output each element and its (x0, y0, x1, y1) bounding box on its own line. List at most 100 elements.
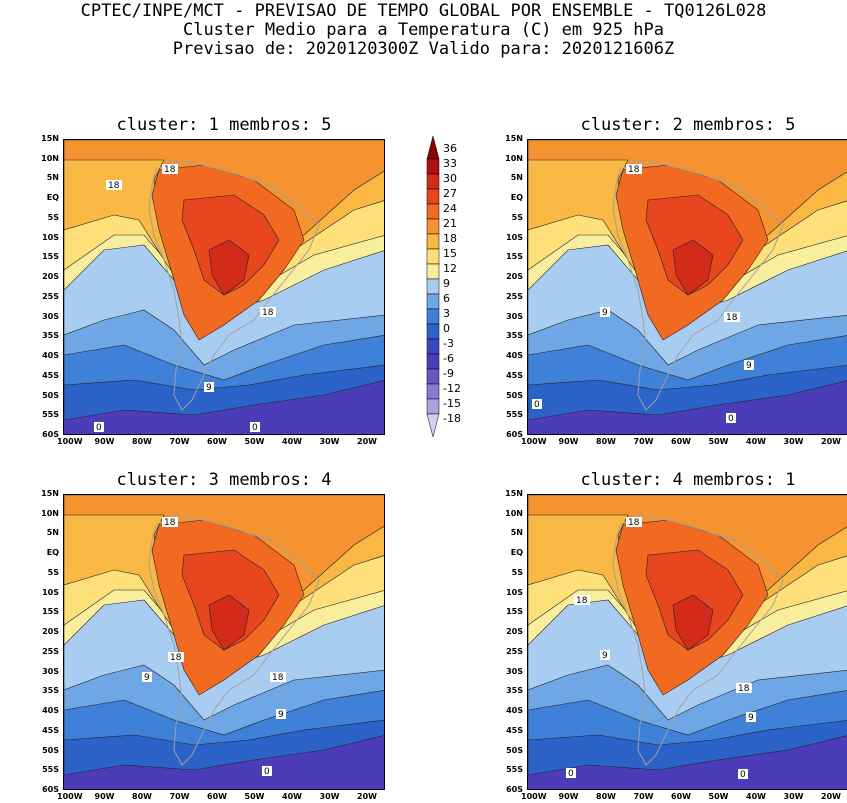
lat-tick-label: 15N (505, 489, 523, 498)
svg-text:0: 0 (728, 414, 734, 424)
svg-text:18: 18 (628, 165, 640, 175)
colorbar-swatch (426, 323, 440, 340)
lat-tick-label: EQ (46, 548, 59, 558)
svg-text:0: 0 (534, 400, 540, 410)
contour-band-11 (208, 239, 250, 296)
lat-tick-label: 40S (42, 706, 59, 716)
contour-label: 0 (250, 422, 260, 433)
lon-tick-label: 40W (746, 437, 766, 446)
svg-text:18: 18 (164, 165, 176, 175)
lat-tick-label: 50S (506, 390, 523, 400)
colorbar-swatch (426, 368, 440, 385)
lat-tick-label: 5S (511, 567, 523, 577)
svg-text:18: 18 (164, 518, 176, 528)
colorbar-swatch (426, 278, 440, 295)
contour-label: 18 (724, 312, 740, 323)
lon-tick-label: 100W (57, 437, 83, 446)
lon-tick-label: 20W (821, 437, 841, 446)
contour-label: 18 (626, 164, 642, 175)
lat-tick-label: 25S (42, 291, 59, 301)
lat-tick-label: 35S (42, 331, 59, 341)
panel-title-cluster-1: cluster: 1 membros: 5 (116, 115, 332, 135)
lon-tick-label: 90W (94, 792, 115, 801)
colorbar-label: 18 (443, 232, 457, 245)
lat-tick-label: 25S (506, 646, 523, 656)
colorbar-swatch (426, 263, 440, 280)
lon-tick-label: 90W (558, 437, 579, 446)
lat-tick-label: 20S (506, 627, 523, 637)
temperature-field: 18 18 18 9 0 0 (64, 140, 384, 434)
lat-tick-label: 35S (42, 686, 59, 696)
svg-text:0: 0 (96, 423, 102, 433)
lon-tick-label: 100W (521, 792, 547, 801)
lon-tick-label: 50W (244, 437, 265, 446)
lat-tick-label: 15S (506, 252, 523, 262)
lat-tick-label: 15S (42, 252, 59, 262)
svg-text:18: 18 (738, 684, 750, 694)
colorbar-label: -12 (443, 382, 461, 395)
lon-tick-label: 20W (357, 437, 377, 446)
lon-tick-label: 60W (207, 792, 227, 801)
panel-title-cluster-3: cluster: 3 membros: 4 (116, 470, 332, 490)
lat-tick-label: 50S (42, 390, 59, 400)
lat-tick-label: 30S (506, 311, 523, 321)
lon-tick-label: 50W (708, 792, 729, 801)
lon-tick-label: 40W (746, 792, 766, 801)
contour-label: 18 (260, 307, 276, 318)
contour-label: 9 (746, 712, 756, 723)
lon-tick-label: 70W (633, 792, 654, 801)
lat-tick-label: 30S (506, 666, 523, 676)
lon-tick-label: 70W (633, 437, 654, 446)
lat-tick-label: 15S (42, 607, 59, 617)
lat-tick-label: 60S (506, 785, 523, 794)
lon-tick-label: 80W (132, 792, 152, 801)
colorbar-label: 27 (443, 187, 457, 200)
colorbar-swatch (426, 173, 440, 190)
lat-tick-label: 10S (42, 232, 59, 242)
contour-label: 18 (168, 652, 184, 663)
lat-tick-label: 20S (42, 272, 59, 282)
lat-tick-label: 5N (46, 173, 59, 183)
colorbar-swatch (426, 338, 440, 355)
contour-label: 0 (94, 422, 104, 433)
lat-tick-label: 25S (42, 646, 59, 656)
lon-tick-label: 80W (596, 437, 616, 446)
lat-tick-label: EQ (510, 548, 523, 558)
svg-text:18: 18 (726, 313, 738, 323)
lat-tick-label: 35S (506, 686, 523, 696)
lon-tick-label: 40W (282, 437, 302, 446)
colorbar-label: 36 (443, 142, 457, 155)
colorbar-swatch (426, 398, 440, 415)
svg-text:18: 18 (272, 673, 284, 683)
lon-tick-label: 60W (671, 437, 691, 446)
lon-tick-label: 50W (244, 792, 265, 801)
contour-label: 18 (270, 672, 286, 683)
lat-tick-label: 10S (506, 587, 523, 597)
lon-tick-label: 100W (57, 792, 83, 801)
colorbar-label: -15 (443, 397, 461, 410)
lat-tick-label: 60S (42, 430, 59, 439)
lat-tick-label: 55S (506, 765, 523, 775)
lat-tick-label: 15N (41, 489, 59, 498)
lon-tick-label: 30W (783, 437, 804, 446)
colorbar-label: 33 (443, 157, 457, 170)
svg-text:0: 0 (264, 767, 270, 777)
lon-tick-label: 90W (558, 792, 579, 801)
lat-tick-label: 30S (42, 311, 59, 321)
colorbar-swatch (426, 353, 440, 370)
colorbar-label: 24 (443, 202, 457, 215)
colorbar-label: -3 (443, 337, 454, 350)
lat-tick-label: EQ (46, 193, 59, 203)
figure-title-line-2: Cluster Medio para a Temperatura (C) em … (182, 20, 665, 40)
lat-tick-label: 10S (42, 587, 59, 597)
svg-text:0: 0 (252, 423, 258, 433)
lon-tick-label: 80W (132, 437, 152, 446)
lat-tick-label: EQ (510, 193, 523, 203)
colorbar-swatch (426, 135, 440, 160)
lon-tick-label: 40W (282, 792, 302, 801)
lon-tick-label: 70W (169, 792, 190, 801)
continent-outline (148, 514, 320, 766)
contour-label: 9 (600, 307, 610, 318)
contour-label: 18 (162, 164, 178, 175)
colorbar-label: 21 (443, 217, 457, 230)
